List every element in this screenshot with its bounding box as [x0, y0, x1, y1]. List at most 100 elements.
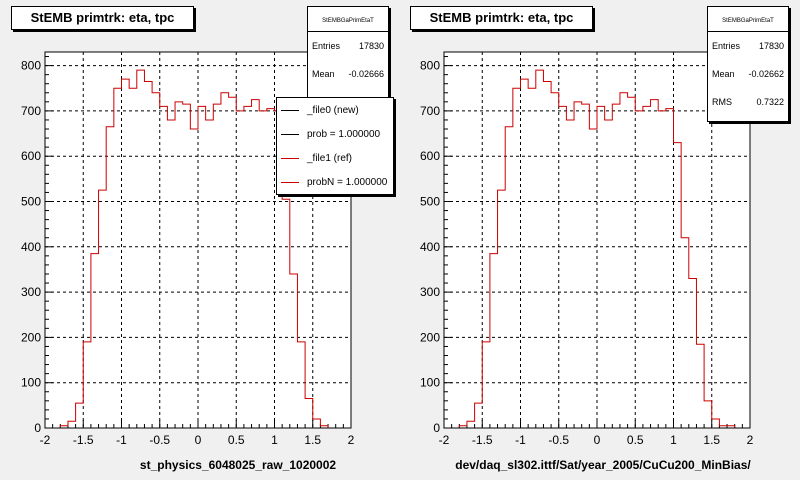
stats-label: Mean [312, 69, 335, 79]
histogram-bin [696, 344, 704, 428]
histogram-bin [643, 106, 651, 428]
histogram-bin [651, 100, 659, 428]
histogram-bin [559, 106, 567, 428]
x-tick-label: -2 [439, 433, 450, 447]
histogram-bin [106, 127, 114, 428]
histogram-bin [574, 102, 582, 428]
stats-value: 17830 [758, 41, 784, 51]
x-tick-label: 2 [747, 433, 754, 447]
histogram-bin [198, 106, 206, 428]
histogram-bin [252, 100, 260, 428]
legend-swatch [281, 181, 299, 183]
histogram-bin [712, 419, 720, 428]
stats-value: -0.02662 [748, 69, 784, 79]
histogram-bin [628, 97, 636, 428]
y-tick-label: 600 [420, 149, 440, 163]
stats-label: Mean [712, 69, 735, 79]
y-tick-label: 300 [420, 285, 440, 299]
legend-swatch [281, 157, 299, 159]
y-tick-label: 400 [21, 240, 41, 254]
stats-row: RMS 0.7322 [708, 88, 788, 116]
stats-value: 0.7322 [756, 97, 784, 107]
histogram-bin [160, 106, 168, 428]
x-axis-label-right: dev/daq_sl302.ittf/Sat/year_2005/CuCu200… [455, 458, 751, 472]
histogram-bin [635, 111, 643, 428]
histogram-bin [183, 104, 191, 428]
stats-row: Mean -0.02662 [708, 60, 788, 88]
stats-label: Entries [712, 41, 741, 51]
histogram-bin [229, 97, 237, 428]
histogram-bin [206, 120, 214, 428]
stats-label: RMS [712, 97, 732, 107]
y-tick-label: 300 [21, 285, 41, 299]
histogram-bin [482, 342, 490, 428]
histogram-bin [129, 88, 137, 428]
histogram-bin [144, 81, 152, 428]
histogram-bin [543, 81, 551, 428]
y-tick-label: 100 [420, 376, 440, 390]
histogram-bin [681, 238, 689, 428]
x-tick-label: 1 [271, 433, 278, 447]
stats-box-right: StEMBGaPrimEtaT Entries 17830 Mean -0.02… [707, 6, 789, 122]
stats-row: Entries 17830 [308, 32, 388, 60]
histogram-series-line [45, 69, 351, 429]
y-tick-label: 0 [433, 421, 440, 435]
histogram-bin [666, 109, 674, 428]
y-tick-label: 200 [420, 330, 440, 344]
legend-swatch [281, 109, 299, 111]
histogram-bin [83, 342, 91, 428]
plot-frame [44, 51, 352, 429]
histogram-bin [282, 199, 290, 428]
legend-label: prob = 1.000000 [307, 128, 381, 140]
histogram-bin [475, 403, 483, 428]
histogram-title-left: StEMB primtrk: eta, tpc [11, 6, 194, 30]
x-tick-label: -1.5 [472, 433, 493, 447]
histogram-bin [566, 120, 574, 428]
stats-name: StEMBGaPrimEtaT [708, 7, 788, 32]
legend-label: _file1 (ref) [307, 152, 353, 164]
y-tick-label: 800 [420, 59, 440, 73]
y-tick-label: 800 [21, 59, 41, 73]
x-axis-label-left: st_physics_6048025_raw_1020002 [139, 458, 337, 472]
y-tick-label: 0 [34, 421, 41, 435]
histogram-bin [313, 419, 321, 428]
x-tick-label: 1.5 [304, 433, 321, 447]
histogram-bin [305, 399, 313, 428]
x-tick-label: 0.5 [228, 433, 245, 447]
histogram-bin [620, 93, 628, 428]
histogram-bin [259, 111, 267, 428]
histogram-bin [68, 421, 76, 428]
histogram-bin [704, 401, 712, 428]
y-tick-label: 700 [21, 104, 41, 118]
histogram-bin [152, 93, 160, 428]
legend-label: _file0 (new) [307, 104, 359, 116]
histogram-bin [490, 254, 498, 428]
x-tick-label: 1 [670, 433, 677, 447]
histogram-bin [297, 342, 305, 428]
plot-frame [443, 51, 751, 429]
stats-value: -0.02666 [348, 69, 384, 79]
x-tick-label: -1.5 [73, 433, 94, 447]
histogram-bin [689, 279, 697, 428]
x-tick-label: 0 [594, 433, 601, 447]
histogram-bin [137, 70, 145, 428]
histogram-bin [122, 79, 130, 428]
histogram-bin [99, 190, 107, 428]
histogram-bin [605, 120, 613, 428]
x-tick-label: 0.5 [627, 433, 644, 447]
y-tick-label: 600 [21, 149, 41, 163]
histogram-bin [528, 88, 536, 428]
histogram-bin [213, 104, 221, 428]
histogram-bin [521, 79, 529, 428]
histogram-bin [674, 143, 682, 428]
histogram-bin [167, 120, 175, 428]
histogram-bin [267, 109, 275, 428]
histogram-bin [589, 129, 597, 428]
histogram-bin [498, 190, 506, 428]
histogram-bin [175, 102, 183, 428]
x-tick-label: 0 [195, 433, 202, 447]
y-tick-label: 500 [420, 194, 440, 208]
x-tick-label: -0.5 [548, 433, 569, 447]
histogram-bin [76, 403, 84, 428]
x-tick-label: -2 [40, 433, 51, 447]
